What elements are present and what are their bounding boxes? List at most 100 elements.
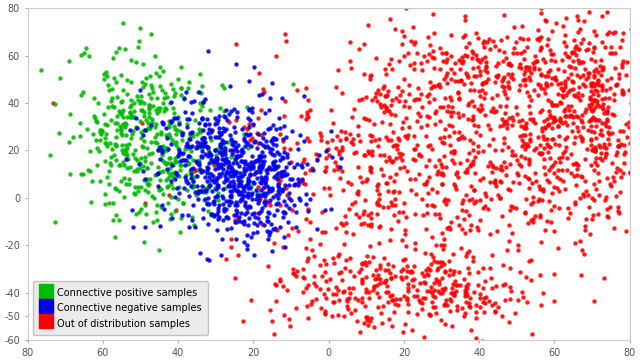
Point (505, 188, 515, 193)
Point (252, 145, 262, 151)
Point (483, 206, 493, 212)
Point (250, 158, 260, 164)
Point (156, 223, 166, 229)
Point (198, 99, 208, 105)
Point (425, 143, 435, 148)
Point (453, 78, 463, 84)
Point (172, 170, 182, 176)
Point (457, 305, 467, 311)
Point (252, 187, 262, 193)
Legend: Connective positive samples, Connective negative samples, Out of distribution sa: Connective positive samples, Connective … (33, 281, 208, 335)
Point (164, 192, 175, 198)
Point (588, 212, 598, 218)
Point (102, 73, 113, 79)
Point (409, 263, 419, 269)
Point (263, 126, 273, 132)
Point (588, 148, 598, 153)
Point (257, 205, 268, 211)
Point (540, 17, 550, 23)
Point (444, 272, 454, 278)
Point (547, 102, 557, 108)
Point (437, 259, 447, 265)
Point (587, 109, 597, 114)
Point (596, 82, 607, 88)
Point (468, 51, 479, 56)
Point (513, 87, 524, 92)
Point (227, 136, 237, 142)
Point (527, 216, 538, 222)
Point (246, 135, 257, 140)
Point (540, 125, 550, 131)
Point (568, 120, 579, 126)
Point (397, 119, 408, 125)
Point (264, 149, 275, 155)
Point (302, 110, 312, 115)
Point (129, 168, 139, 173)
Point (442, 71, 452, 76)
Point (186, 148, 196, 153)
Point (364, 117, 374, 123)
Point (179, 96, 189, 102)
Point (196, 90, 207, 96)
Point (323, 146, 333, 152)
Point (184, 153, 194, 159)
Point (204, 150, 214, 155)
Point (154, 187, 164, 193)
Point (183, 153, 193, 159)
Point (389, 212, 399, 218)
Point (278, 245, 288, 251)
Point (521, 143, 531, 149)
Point (110, 185, 120, 191)
Point (243, 190, 253, 195)
Point (302, 112, 312, 118)
Point (515, 269, 525, 275)
Point (374, 136, 384, 142)
Point (352, 190, 362, 196)
Point (543, 150, 554, 155)
Point (359, 41, 369, 47)
Point (542, 83, 552, 89)
Point (516, 117, 527, 122)
Point (416, 60, 426, 66)
Point (503, 71, 513, 76)
Point (466, 327, 476, 333)
Point (512, 170, 522, 176)
Point (152, 148, 163, 153)
Point (523, 36, 533, 42)
Point (465, 137, 475, 143)
Point (629, 137, 639, 143)
Point (217, 138, 227, 143)
Point (520, 209, 530, 215)
Point (212, 193, 222, 199)
Point (153, 147, 163, 153)
Point (449, 130, 460, 135)
Point (412, 287, 422, 293)
Point (112, 127, 122, 133)
Point (253, 156, 264, 161)
Point (157, 143, 168, 149)
Point (354, 46, 364, 52)
Point (227, 147, 237, 153)
Point (253, 115, 263, 121)
Point (629, 7, 639, 12)
Point (278, 168, 289, 174)
Point (480, 80, 490, 85)
Point (218, 125, 228, 131)
Point (419, 181, 429, 186)
Point (353, 97, 364, 103)
Point (229, 157, 239, 163)
Point (576, 40, 586, 46)
Point (386, 111, 396, 117)
Point (165, 165, 175, 171)
Point (568, 92, 579, 98)
Point (126, 79, 136, 85)
Point (433, 278, 443, 283)
Point (564, 63, 574, 68)
Point (255, 219, 266, 224)
Point (243, 194, 253, 199)
Point (157, 150, 167, 156)
Point (442, 56, 452, 62)
Point (585, 231, 595, 237)
Point (127, 152, 138, 157)
Point (280, 210, 291, 216)
